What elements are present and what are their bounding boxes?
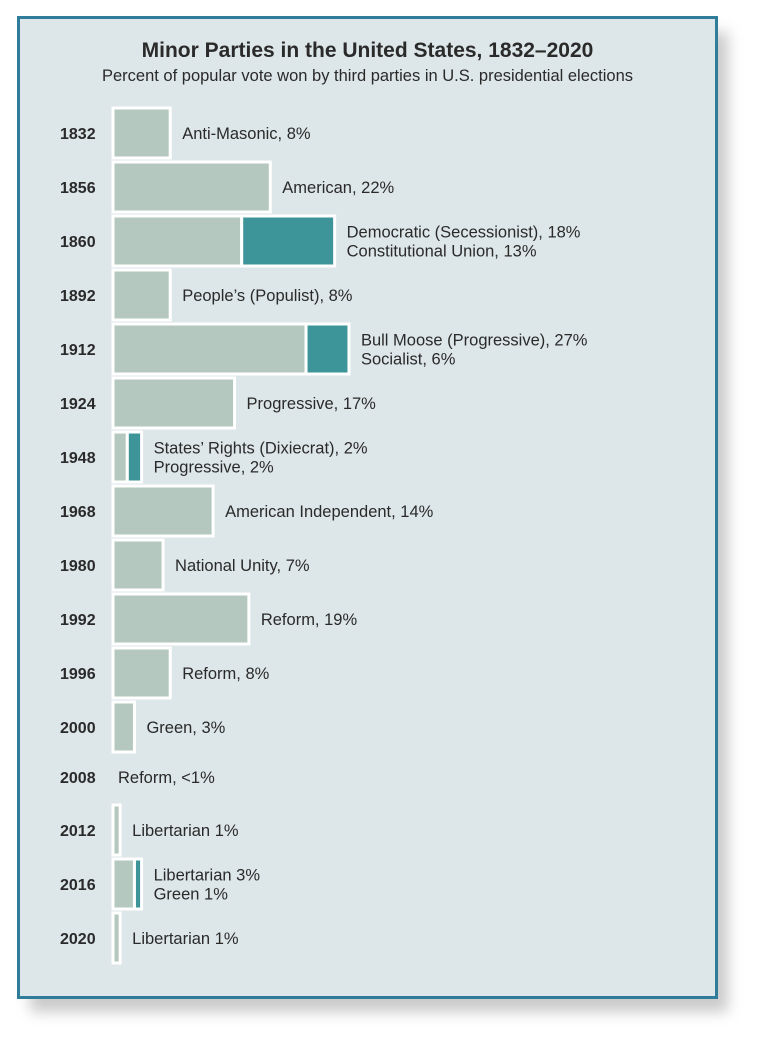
bar-1996-primary [111,646,172,700]
year-label-1856: 1856 [60,180,96,197]
data-label-1912-1: Bull Moose (Progressive), 27% [361,332,588,350]
bar-1924-primary [111,376,237,430]
data-label-2008: Reform, <1% [118,769,215,787]
year-label-1992: 1992 [60,612,96,629]
bar-1948-primary [111,430,129,484]
data-label-1860-2: Constitutional Union, 13% [347,243,537,261]
data-label-2016-2: Green 1% [154,886,229,904]
bar-2012-primary [111,803,122,857]
year-label-2016: 2016 [60,877,96,894]
year-label-1980: 1980 [60,558,96,575]
bar-2016-secondary [132,857,144,911]
year-label-1832: 1832 [60,126,96,143]
bar-1856-primary [111,160,272,214]
data-label-2020: Libertarian 1% [132,930,239,948]
year-label-1924: 1924 [60,396,96,413]
bar-chart: 1832 Anti-Masonic, 8% 1856 American, 22% 186… [60,106,588,965]
data-label-1980: National Unity, 7% [175,557,310,575]
year-label-2008: 2008 [60,770,96,787]
bar-2020-primary [111,911,122,965]
data-label-1948-1: States’ Rights (Dixiecrat), 2% [154,440,368,458]
data-label-1892: People’s (Populist), 8% [182,287,353,305]
bar-2016-primary [111,857,136,911]
year-label-2000: 2000 [60,720,96,737]
year-label-2020: 2020 [60,931,96,948]
chart-title: Minor Parties in the United States, 1832… [141,39,594,62]
bar-1912-primary [111,322,308,376]
data-label-1856: American, 22% [282,179,394,197]
data-label-1860-1: Democratic (Secessionist), 18% [347,224,581,242]
year-label-1860: 1860 [60,234,96,251]
data-label-1992: Reform, 19% [261,611,358,629]
bar-1912-secondary [304,322,351,376]
bar-2000-primary [111,700,136,754]
year-label-1948: 1948 [60,450,96,467]
data-label-1968: American Independent, 14% [225,503,434,521]
year-label-1996: 1996 [60,666,96,683]
year-label-2012: 2012 [60,823,96,840]
bar-1968-primary [111,484,215,538]
year-label-1892: 1892 [60,288,96,305]
data-label-2016-1: Libertarian 3% [154,867,261,885]
bar-1860-primary [111,214,244,268]
year-label-1968: 1968 [60,504,96,521]
chart-subtitle: Percent of popular vote won by third par… [101,67,634,85]
data-label-2012: Libertarian 1% [132,822,239,840]
data-label-1912-2: Socialist, 6% [361,351,456,369]
bar-1832-primary [111,106,172,160]
bar-1860-secondary [240,214,337,268]
data-label-2000: Green, 3% [146,719,225,737]
bar-1948-secondary [125,430,144,484]
data-label-1996: Reform, 8% [182,665,269,683]
bar-1892-primary [111,268,172,322]
data-label-1948-2: Progressive, 2% [154,459,274,477]
year-label-1912: 1912 [60,342,96,359]
bar-1980-primary [111,538,165,592]
data-label-1924: Progressive, 17% [247,395,377,413]
data-label-1832: Anti-Masonic, 8% [182,125,311,143]
bar-1992-primary [111,592,251,646]
chart-panel: Minor Parties in the United States, 1832… [17,16,718,999]
